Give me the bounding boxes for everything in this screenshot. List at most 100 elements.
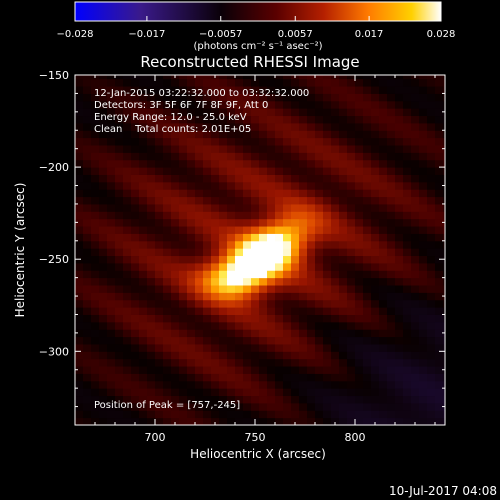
heatmap-cell <box>443 240 445 249</box>
heatmap-cell <box>75 203 84 212</box>
heatmap-cell <box>307 255 316 264</box>
heatmap-cell <box>307 285 316 293</box>
heatmap-cell <box>371 417 380 425</box>
heatmap-cell <box>355 152 364 161</box>
x-tick-label: 700 <box>145 431 166 444</box>
heatmap-cell <box>123 137 132 146</box>
heatmap-cell <box>211 351 220 360</box>
heatmap-cell <box>235 248 244 257</box>
heatmap-cell <box>283 336 292 345</box>
heatmap-cell <box>195 336 204 345</box>
heatmap-cell <box>99 388 108 397</box>
heatmap-cell <box>99 137 108 146</box>
heatmap-cell <box>411 167 420 175</box>
heatmap-cell <box>179 402 188 411</box>
heatmap-cell <box>315 248 324 257</box>
heatmap-cell <box>155 285 164 293</box>
heatmap-cell <box>107 196 116 205</box>
heatmap-cell <box>235 226 244 234</box>
heatmap-cell <box>307 373 316 382</box>
heatmap-cell <box>427 159 436 168</box>
heatmap-cell <box>379 78 388 87</box>
heatmap-cell <box>259 262 268 271</box>
heatmap-cell <box>443 343 445 352</box>
heatmap-cell <box>331 255 340 264</box>
heatmap-cell <box>291 174 300 183</box>
heatmap-cell <box>155 152 164 161</box>
heatmap-cell <box>435 130 444 139</box>
heatmap-cell <box>443 262 445 271</box>
heatmap-cell <box>347 336 356 345</box>
heatmap-cell <box>435 329 444 338</box>
heatmap-cell <box>427 122 436 131</box>
heatmap-cell <box>147 366 156 374</box>
heatmap-cell <box>259 285 268 293</box>
heatmap-cell <box>123 307 132 315</box>
heatmap-cell <box>315 130 324 139</box>
heatmap-cell <box>91 388 100 397</box>
heatmap-cell <box>99 93 108 102</box>
heatmap-cell <box>75 145 84 153</box>
heatmap-cell <box>179 351 188 360</box>
heatmap-cell <box>107 402 116 411</box>
heatmap-cell <box>315 240 324 249</box>
heatmap-cell <box>171 270 180 279</box>
heatmap-cell <box>323 329 332 338</box>
heatmap-cell <box>243 203 252 212</box>
heatmap-cell <box>387 402 396 411</box>
heatmap-cell <box>91 395 100 404</box>
heatmap-cell <box>251 255 260 264</box>
heatmap-cell <box>83 174 92 183</box>
heatmap-cell <box>435 299 444 308</box>
heatmap-cell <box>347 388 356 397</box>
heatmap-cell <box>315 196 324 205</box>
heatmap-cell <box>395 292 404 301</box>
heatmap-cell <box>179 240 188 249</box>
heatmap-cell <box>331 388 340 397</box>
heatmap-cell <box>179 299 188 308</box>
heatmap-cell <box>387 108 396 117</box>
heatmap-cell <box>403 410 412 419</box>
heatmap-cell <box>355 410 364 419</box>
heatmap-cell <box>443 233 445 242</box>
heatmap-cell <box>435 218 444 227</box>
heatmap-cell <box>283 358 292 367</box>
heatmap-cell <box>323 321 332 330</box>
heatmap-cell <box>251 159 260 168</box>
heatmap-cell <box>419 203 428 212</box>
heatmap-cell <box>219 174 228 183</box>
heatmap-cell <box>75 388 84 397</box>
heatmap-cell <box>435 86 444 94</box>
heatmap-cell <box>307 108 316 117</box>
heatmap-cell <box>203 299 212 308</box>
heatmap-cell <box>171 115 180 124</box>
heatmap-cell <box>163 307 172 315</box>
heatmap-cell <box>427 270 436 279</box>
heatmap-cell <box>275 75 284 80</box>
heatmap-cell <box>403 115 412 124</box>
heatmap-cell <box>123 189 132 198</box>
heatmap-cell <box>387 343 396 352</box>
heatmap-cell <box>387 196 396 205</box>
heatmap-cell <box>259 100 268 109</box>
heatmap <box>75 75 445 425</box>
heatmap-cell <box>155 86 164 94</box>
heatmap-cell <box>331 240 340 249</box>
heatmap-cell <box>115 196 124 205</box>
heatmap-cell <box>203 262 212 271</box>
heatmap-cell <box>283 145 292 153</box>
heatmap-cell <box>203 130 212 139</box>
heatmap-cell <box>315 351 324 360</box>
heatmap-cell <box>123 285 132 293</box>
heatmap-cell <box>83 137 92 146</box>
heatmap-cell <box>291 388 300 397</box>
heatmap-cell <box>315 152 324 161</box>
heatmap-cell <box>395 145 404 153</box>
heatmap-cell <box>131 93 140 102</box>
heatmap-cell <box>427 211 436 220</box>
heatmap-cell <box>371 373 380 382</box>
heatmap-cell <box>315 299 324 308</box>
heatmap-cell <box>411 100 420 109</box>
heatmap-cell <box>227 314 236 323</box>
heatmap-cell <box>83 100 92 109</box>
